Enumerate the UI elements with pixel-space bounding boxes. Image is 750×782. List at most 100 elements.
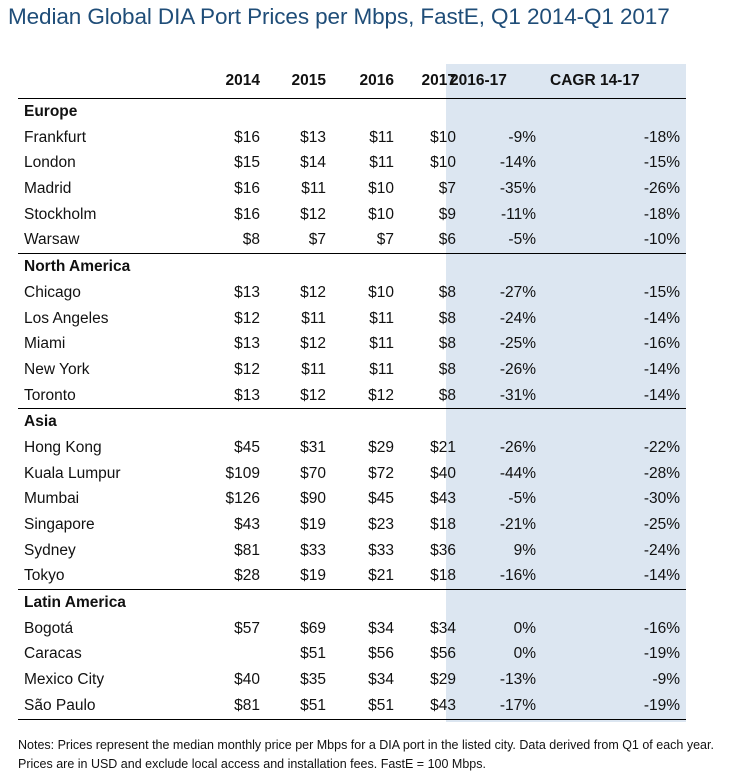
cell-y2016: $56 (368, 645, 394, 663)
cell-cagr: -28% (643, 464, 680, 482)
cell-y2014: $81 (234, 696, 260, 714)
cell-y2015: $12 (300, 335, 326, 353)
cell-change: -26% (499, 438, 536, 456)
cell-cagr: -15% (643, 283, 680, 301)
header-2017: 2017 (421, 72, 456, 89)
cell-y2016: $11 (369, 309, 394, 327)
cell-y2017: $18 (430, 567, 456, 585)
cell-y2017: $56 (430, 645, 456, 663)
table-row: Caracas $51 $56 $56 0% -19% (18, 641, 686, 667)
cell-y2014: $81 (234, 541, 260, 559)
cell-y2014: $13 (234, 283, 260, 301)
cell-y2017: $8 (438, 360, 456, 378)
cell-change: -31% (499, 386, 536, 404)
cell-y2016: $12 (368, 386, 394, 404)
cell-y2017: $8 (438, 283, 456, 301)
cell-change: -16% (499, 567, 536, 585)
table-row: London $15 $14 $11 $10 -14% -15% (18, 150, 686, 176)
cell-cagr: -24% (643, 541, 680, 559)
table-row: Mumbai $126 $90 $45 $43 -5% -30% (18, 486, 686, 512)
cell-y2016: $11 (369, 128, 394, 146)
cell-cagr: -9% (652, 671, 680, 689)
cell-y2014: $45 (234, 438, 260, 456)
cell-y2016: $21 (368, 567, 394, 585)
city-name: Sydney (24, 541, 76, 559)
cell-change: -5% (508, 490, 536, 508)
table-row: Stockholm $16 $12 $10 $9 -11% -18% (18, 202, 686, 228)
city-name: Mexico City (24, 671, 105, 689)
cell-cagr: -14% (643, 567, 680, 585)
cell-y2015: $11 (301, 180, 326, 198)
table-notes: Notes: Prices represent the median month… (18, 738, 714, 771)
cell-cagr: -15% (643, 154, 680, 172)
cell-cagr: -16% (643, 619, 680, 637)
cell-cagr: -14% (643, 386, 680, 404)
region-name: North America (24, 258, 131, 276)
region-name: Asia (24, 413, 57, 431)
cell-cagr: -14% (643, 309, 680, 327)
cell-y2014: $43 (234, 516, 260, 533)
cell-change: -14% (499, 154, 536, 172)
cell-change: -25% (499, 335, 536, 353)
cell-y2014: $109 (225, 464, 260, 482)
city-name: Mumbai (24, 490, 80, 508)
table-row: São Paulo $81 $51 $51 $43 -17% -19% (18, 693, 686, 720)
cell-y2017: $10 (430, 128, 456, 146)
cell-cagr: -30% (643, 490, 680, 508)
cell-cagr: -18% (643, 205, 680, 223)
cell-y2016: $72 (368, 464, 394, 482)
cell-y2014: $57 (234, 619, 260, 637)
city-name: Miami (24, 335, 66, 353)
cell-y2017: $40 (430, 464, 456, 482)
table-row: Tokyo $28 $19 $21 $18 -16% -14% (18, 563, 686, 591)
region-name: Europe (24, 103, 78, 120)
cell-cagr: -14% (643, 360, 680, 378)
city-name: Hong Kong (24, 438, 102, 456)
region-header: Europe (18, 99, 686, 125)
cell-change: -21% (499, 516, 536, 533)
city-name: Frankfurt (24, 128, 87, 146)
cell-y2014: $8 (242, 231, 260, 249)
city-name: New York (24, 360, 90, 378)
table-row: Bogotá $57 $69 $34 $34 0% -16% (18, 616, 686, 642)
header-2016: 2016 (359, 72, 394, 89)
cell-y2016: $23 (368, 516, 394, 533)
region-name: Latin America (24, 594, 126, 612)
city-name: Kuala Lumpur (24, 464, 121, 482)
cell-y2015: $11 (301, 360, 326, 378)
cell-y2017: $43 (430, 696, 456, 714)
cell-y2016: $11 (369, 335, 394, 353)
cell-cagr: -22% (643, 438, 680, 456)
header-2015: 2015 (291, 72, 326, 89)
cell-change: 0% (513, 645, 536, 663)
cell-y2016: $34 (368, 619, 394, 637)
cell-change: -13% (499, 671, 536, 689)
cell-y2015: $12 (300, 205, 326, 223)
table-row: Frankfurt $16 $13 $11 $10 -9% -18% (18, 125, 686, 151)
cell-y2017: $43 (430, 490, 456, 508)
table-row: Hong Kong $45 $31 $29 $21 -26% -22% (18, 435, 686, 461)
cell-y2014: $12 (234, 360, 260, 378)
cell-y2014: $28 (234, 567, 260, 585)
city-name: Caracas (24, 645, 82, 663)
city-name: Tokyo (24, 567, 65, 585)
table-row: Madrid $16 $11 $10 $7 -35% -26% (18, 176, 686, 202)
table-row: Singapore $43 $19 $23 $18 -21% -25% (18, 512, 686, 538)
cell-y2015: $12 (300, 283, 326, 301)
cell-change: -9% (508, 128, 536, 146)
cell-change: -11% (500, 205, 536, 223)
cell-y2015: $19 (300, 567, 326, 585)
city-name: Singapore (24, 516, 95, 533)
cell-y2015: $33 (300, 541, 326, 559)
cell-y2017: $29 (430, 671, 456, 689)
cell-y2014: $16 (234, 128, 260, 146)
cell-y2014: $13 (234, 386, 260, 404)
cell-cagr: -25% (643, 516, 680, 533)
table-row: Warsaw $8 $7 $7 $6 -5% -10% (18, 227, 686, 255)
cell-y2015: $70 (300, 464, 326, 482)
city-name: Chicago (24, 283, 81, 301)
cell-change: -26% (499, 360, 536, 378)
cell-y2017: $8 (438, 309, 456, 327)
table-body: Europe Frankfurt $16 $13 $11 $10 -9% -18% London… (18, 99, 686, 720)
table-row: Toronto $13 $12 $12 $8 -31% -14% (18, 383, 686, 410)
